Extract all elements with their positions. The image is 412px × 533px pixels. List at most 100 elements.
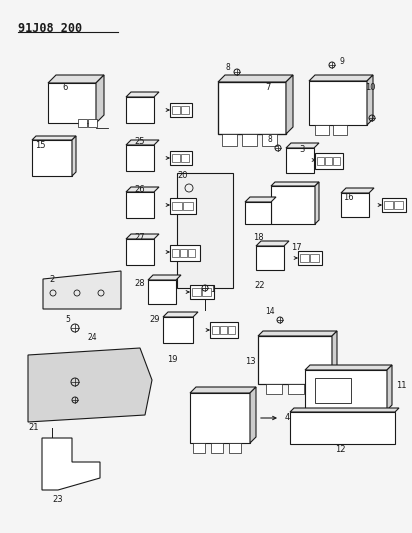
- Bar: [315, 125, 329, 135]
- Bar: [288, 384, 304, 394]
- Bar: [256, 246, 284, 270]
- Bar: [193, 443, 205, 453]
- Text: 9: 9: [339, 58, 344, 67]
- Bar: [222, 134, 237, 146]
- Polygon shape: [126, 140, 159, 145]
- Text: 5: 5: [66, 316, 70, 325]
- Polygon shape: [286, 143, 319, 148]
- Bar: [218, 82, 286, 134]
- Bar: [181, 154, 189, 162]
- Bar: [163, 317, 193, 343]
- Bar: [309, 81, 367, 125]
- Polygon shape: [126, 234, 159, 239]
- Bar: [310, 254, 319, 262]
- Polygon shape: [286, 75, 293, 134]
- Polygon shape: [309, 75, 373, 81]
- Polygon shape: [250, 387, 256, 443]
- Text: 13: 13: [245, 358, 255, 367]
- Polygon shape: [387, 365, 392, 410]
- Text: 18: 18: [253, 233, 263, 243]
- Bar: [211, 443, 223, 453]
- Bar: [78, 119, 87, 127]
- Bar: [258, 336, 332, 384]
- Bar: [298, 251, 322, 265]
- Bar: [286, 148, 314, 173]
- Text: 25: 25: [135, 138, 145, 147]
- Bar: [88, 119, 97, 127]
- Polygon shape: [72, 136, 76, 176]
- Polygon shape: [190, 387, 256, 393]
- Bar: [181, 106, 189, 114]
- Polygon shape: [332, 331, 337, 384]
- Bar: [180, 248, 187, 257]
- Polygon shape: [42, 438, 100, 490]
- Bar: [212, 326, 219, 334]
- Text: 22: 22: [255, 280, 265, 289]
- Bar: [32, 140, 72, 176]
- Bar: [192, 288, 201, 296]
- Bar: [183, 201, 193, 211]
- Bar: [172, 154, 180, 162]
- Text: 17: 17: [291, 244, 301, 253]
- Text: 26: 26: [135, 185, 145, 195]
- Polygon shape: [290, 408, 399, 412]
- Bar: [382, 198, 406, 212]
- Text: 15: 15: [35, 141, 45, 149]
- Bar: [126, 192, 154, 218]
- Text: 3: 3: [299, 146, 305, 155]
- Bar: [126, 239, 154, 265]
- Bar: [300, 254, 309, 262]
- Polygon shape: [96, 75, 104, 123]
- Polygon shape: [367, 75, 373, 125]
- Polygon shape: [43, 271, 121, 309]
- Bar: [188, 248, 195, 257]
- Bar: [290, 412, 395, 444]
- Bar: [177, 173, 233, 288]
- Bar: [172, 106, 180, 114]
- Text: 12: 12: [335, 446, 345, 455]
- Text: 27: 27: [135, 232, 145, 241]
- Bar: [172, 248, 179, 257]
- Text: 6: 6: [62, 84, 68, 93]
- Bar: [262, 134, 277, 146]
- Polygon shape: [163, 312, 198, 317]
- Polygon shape: [28, 348, 152, 422]
- Bar: [220, 326, 227, 334]
- Polygon shape: [148, 275, 181, 280]
- Polygon shape: [256, 241, 289, 246]
- Polygon shape: [245, 197, 276, 202]
- Text: 2: 2: [49, 276, 55, 285]
- Polygon shape: [126, 92, 159, 97]
- Bar: [228, 326, 235, 334]
- Polygon shape: [48, 75, 104, 83]
- Bar: [170, 151, 192, 165]
- Text: 19: 19: [167, 356, 177, 365]
- Bar: [148, 280, 176, 304]
- Bar: [325, 157, 332, 165]
- Text: 10: 10: [365, 84, 375, 93]
- Polygon shape: [305, 365, 392, 370]
- Bar: [170, 245, 200, 261]
- Bar: [271, 186, 315, 224]
- Text: 1: 1: [211, 286, 215, 295]
- Text: 16: 16: [343, 193, 353, 203]
- Bar: [394, 201, 403, 209]
- Text: 28: 28: [135, 279, 145, 287]
- Polygon shape: [315, 182, 319, 224]
- Text: 91J08 200: 91J08 200: [18, 22, 82, 35]
- Polygon shape: [341, 188, 374, 193]
- Text: 29: 29: [150, 316, 160, 325]
- Bar: [126, 145, 154, 171]
- Text: 23: 23: [53, 496, 63, 505]
- Bar: [315, 153, 343, 169]
- Bar: [48, 83, 96, 123]
- Polygon shape: [218, 75, 293, 82]
- Polygon shape: [32, 136, 76, 140]
- Bar: [190, 285, 214, 299]
- Bar: [229, 443, 241, 453]
- Bar: [384, 201, 393, 209]
- Bar: [245, 202, 271, 224]
- Bar: [210, 322, 238, 338]
- Text: 21: 21: [28, 424, 38, 432]
- Bar: [170, 198, 196, 214]
